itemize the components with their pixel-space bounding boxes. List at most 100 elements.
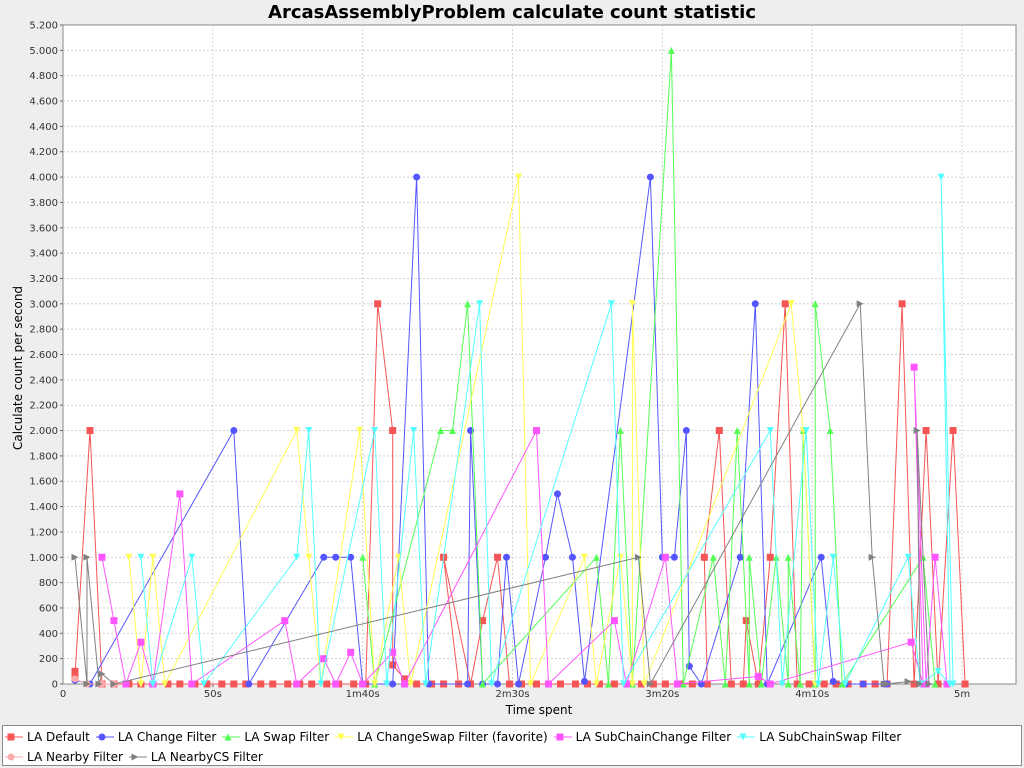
data-point — [568, 553, 576, 561]
data-point — [937, 173, 945, 181]
data-point — [637, 680, 645, 688]
data-point — [161, 680, 169, 688]
legend-swatch — [5, 733, 23, 741]
data-point — [811, 300, 819, 308]
data-point — [533, 680, 541, 688]
x-tick-label: 50s — [204, 689, 222, 700]
legend-swatch — [128, 753, 147, 761]
data-point — [422, 680, 430, 688]
y-tick-label: 2.800 — [29, 325, 58, 336]
y-tick-label: 1.000 — [29, 553, 58, 564]
data-point — [541, 553, 549, 561]
data-point — [766, 680, 774, 688]
data-point — [347, 553, 355, 561]
data-point — [544, 680, 552, 688]
data-point — [350, 680, 358, 688]
data-point — [721, 680, 729, 688]
data-point — [715, 427, 723, 435]
y-tick-label: 2.400 — [29, 375, 58, 386]
data-point — [793, 680, 801, 688]
data-point — [826, 427, 834, 435]
data-point — [670, 553, 678, 561]
data-point — [401, 675, 409, 683]
grid-layer — [63, 25, 1016, 684]
data-point — [413, 173, 421, 181]
data-point — [371, 680, 379, 688]
y-tick-label: 2.000 — [29, 426, 58, 437]
data-point — [736, 553, 744, 561]
data-point — [604, 680, 612, 688]
data-point — [437, 427, 445, 435]
data-point — [137, 638, 145, 646]
data-point — [802, 427, 810, 435]
data-point — [766, 427, 774, 435]
data-point — [910, 680, 918, 688]
data-point — [203, 680, 211, 688]
x-tick-label: 2m30s — [496, 689, 530, 700]
data-point — [688, 680, 696, 688]
y-tick-label: 1.600 — [29, 477, 58, 488]
y-tick-label: 3.800 — [29, 198, 58, 209]
y-tick-label: 2.600 — [29, 350, 58, 361]
data-point — [359, 680, 367, 688]
data-point — [71, 675, 79, 683]
y-tick-label: 4.600 — [29, 97, 58, 108]
data-point — [817, 553, 825, 561]
data-point — [389, 661, 397, 669]
data-point — [841, 680, 849, 688]
data-point — [733, 427, 741, 435]
data-point — [673, 680, 681, 688]
data-point — [616, 553, 624, 561]
legend-label: LA Change Filter — [117, 730, 217, 744]
data-point — [320, 553, 328, 561]
data-point — [449, 427, 457, 435]
legend-marker — [556, 733, 564, 741]
legend-marker — [98, 733, 106, 741]
data-point — [293, 427, 301, 435]
data-point — [580, 553, 588, 561]
legend-item: LA ChangeSwap Filter (favorite) — [335, 727, 548, 747]
data-point — [961, 680, 969, 688]
data-point — [356, 427, 364, 435]
data-point — [176, 680, 184, 688]
data-point — [281, 617, 289, 625]
data-point — [883, 680, 891, 688]
legend-swatch — [335, 733, 354, 741]
tick-layer: 0 200 400 600 800 1.000 1.200 1.400 1.600 1.800 2.… — [29, 21, 970, 701]
legend-label: LA Nearby Filter — [27, 750, 123, 764]
data-point — [859, 680, 867, 688]
y-tick-label: 4.200 — [29, 147, 58, 158]
y-tick-label: 400 — [39, 629, 58, 640]
y-tick-label: 200 — [39, 654, 58, 665]
data-point — [98, 670, 106, 678]
data-point — [745, 553, 753, 561]
data-point — [592, 553, 600, 561]
y-tick-label: 0 — [52, 680, 58, 691]
data-point — [188, 553, 196, 561]
data-point — [898, 300, 906, 308]
data-point — [931, 680, 939, 688]
data-point — [407, 680, 415, 688]
series-line — [128, 176, 816, 686]
legend-item: LA Default — [5, 727, 90, 747]
data-point — [757, 680, 765, 688]
data-point — [904, 553, 912, 561]
legend-item: LA SubChainSwap Filter — [737, 727, 901, 747]
series-line — [74, 678, 114, 685]
y-tick-label: 5.200 — [29, 21, 58, 32]
data-point — [110, 680, 118, 688]
data-point — [907, 638, 915, 646]
data-point — [401, 680, 409, 688]
data-point — [515, 680, 523, 688]
data-point — [476, 300, 484, 308]
data-point — [628, 300, 636, 308]
data-point — [137, 680, 145, 688]
data-point — [95, 680, 103, 688]
data-point — [610, 617, 618, 625]
data-point — [922, 427, 930, 435]
data-point — [709, 553, 717, 561]
data-point — [553, 490, 561, 498]
data-point — [164, 680, 172, 688]
data-point — [413, 680, 421, 688]
x-tick-label: 1m40s — [346, 689, 380, 700]
